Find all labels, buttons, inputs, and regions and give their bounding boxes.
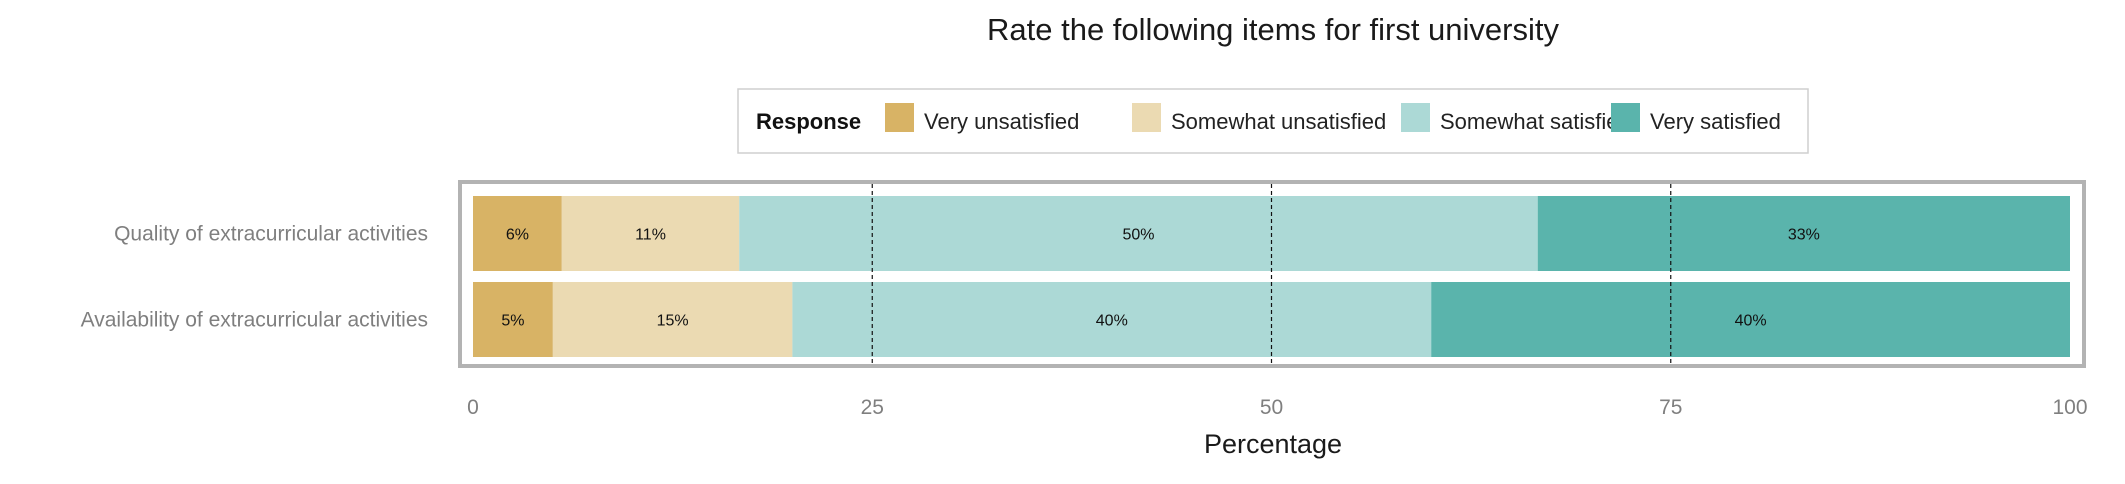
panel-border <box>458 180 2086 368</box>
data-label: 50% <box>1122 227 1154 244</box>
legend-key-very-unsatisfied <box>885 103 914 132</box>
legend-label-somewhat-unsatisfied: Somewhat unsatisfied <box>1171 109 1386 134</box>
category-label-quality-of-extracurricular-activities: Quality of extracurricular activities <box>114 223 428 246</box>
x-tick-label: 0 <box>467 396 479 419</box>
bar-quality-of-extracurricular-activities-somewhat-unsatisfied <box>561 196 740 271</box>
data-label: 6% <box>506 227 529 244</box>
category-labels: Quality of extracurricular activities Ava… <box>81 223 428 332</box>
x-tick-label: 25 <box>861 396 884 419</box>
x-tick-label: 50 <box>1260 396 1283 419</box>
x-axis-title: Percentage <box>1204 429 1342 459</box>
legend-label-somewhat-satisfied: Somewhat satisfied <box>1440 109 1631 134</box>
x-tick-label: 100 <box>2052 396 2087 419</box>
legend-label-very-unsatisfied: Very unsatisfied <box>924 109 1079 134</box>
bar-availability-of-extracurricular-activities-somewhat-satisfied <box>792 282 1432 357</box>
grid-lines-front <box>871 184 1672 364</box>
legend-title: Response <box>756 109 861 134</box>
x-axis-ticks: 0 25 50 75 100 <box>467 396 2087 419</box>
data-label: 40% <box>1096 313 1128 330</box>
legend-label-very-satisfied: Very satisfied <box>1650 109 1781 134</box>
category-label-availability-of-extracurricular-activities: Availability of extracurricular activiti… <box>81 309 428 332</box>
legend-key-very-satisfied <box>1611 103 1640 132</box>
data-label: 11% <box>635 227 666 244</box>
bar-availability-of-extracurricular-activities-somewhat-unsatisfied <box>552 282 793 357</box>
data-label: 5% <box>501 313 524 330</box>
bar-availability-of-extracurricular-activities-very-satisfied <box>1431 282 2070 357</box>
bar-quality-of-extracurricular-activities-very-satisfied <box>1537 196 2070 271</box>
legend-key-somewhat-unsatisfied <box>1132 103 1161 132</box>
x-tick-label: 75 <box>1659 396 1682 419</box>
bar-quality-of-extracurricular-activities-very-unsatisfied <box>473 196 562 271</box>
bars: 6% 11% 50% 33% 5% 15% 40% 40% <box>473 196 2070 357</box>
legend-key-somewhat-satisfied <box>1401 103 1430 132</box>
legend: Response Very unsatisfied Somewhat unsatis… <box>737 88 1809 154</box>
data-label: 15% <box>657 313 689 330</box>
data-label: 40% <box>1735 313 1767 330</box>
bar-availability-of-extracurricular-activities-very-unsatisfied <box>473 282 553 357</box>
chart-title: Rate the following items for first unive… <box>987 12 1559 47</box>
data-label: 33% <box>1788 227 1820 244</box>
